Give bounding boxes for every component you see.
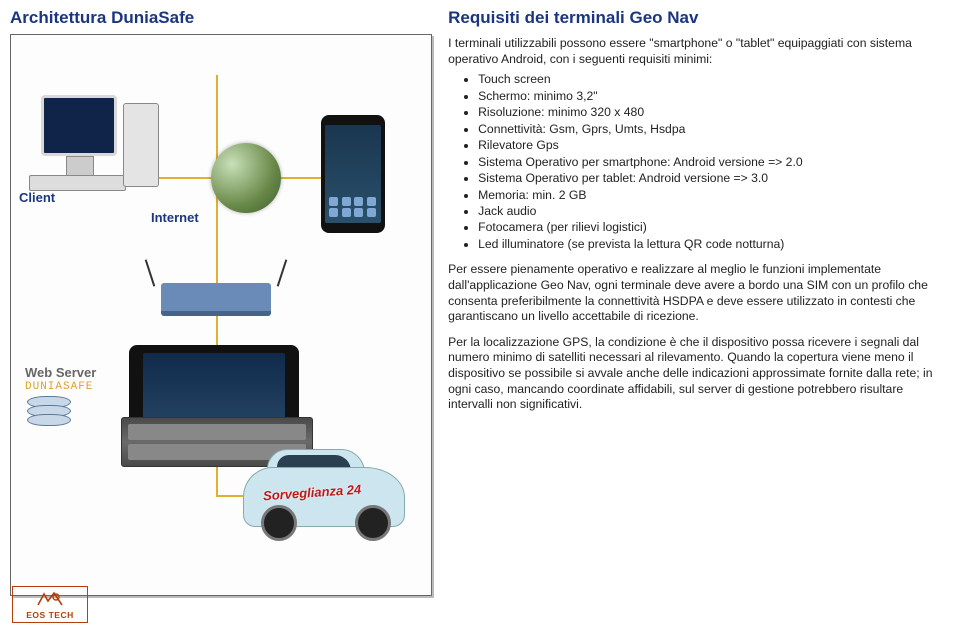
webserver-label: Web Server	[25, 365, 96, 380]
list-item: Fotocamera (per rilievi logistici)	[478, 219, 946, 235]
requirements-paragraph: Per la localizzazione GPS, la condizione…	[448, 335, 946, 413]
list-item: Connettività: Gsm, Gprs, Umts, Hsdpa	[478, 121, 946, 137]
client-label: Client	[19, 190, 55, 205]
list-item: Sistema Operativo per tablet: Android ve…	[478, 170, 946, 186]
requirements-list: Touch screen Schermo: minimo 3,2" Risolu…	[448, 71, 946, 252]
list-item: Jack audio	[478, 203, 946, 219]
disk-stack-icon	[27, 399, 69, 433]
client-tower-icon	[123, 103, 159, 187]
logo-text: EOS TECH	[21, 610, 79, 620]
internet-globe-icon	[211, 143, 281, 213]
internet-label: Internet	[151, 210, 199, 225]
router-icon	[161, 283, 271, 316]
architecture-title: Architettura DuniaSafe	[10, 8, 448, 28]
client-monitor-icon	[41, 95, 117, 156]
list-item: Schermo: minimo 3,2"	[478, 88, 946, 104]
list-item: Memoria: min. 2 GB	[478, 187, 946, 203]
logo-icon	[34, 591, 66, 609]
client-keyboard-icon	[29, 175, 126, 191]
requirements-paragraph: Per essere pienamente operativo e realiz…	[448, 262, 946, 324]
eos-tech-logo: EOS TECH	[12, 586, 88, 623]
smartphone-icon	[321, 115, 385, 233]
requirements-intro: I terminali utilizzabili possono essere …	[448, 36, 946, 67]
requirements-title: Requisiti dei terminali Geo Nav	[448, 8, 946, 28]
duniasafe-label: DUNIASAFE	[25, 381, 93, 393]
list-item: Risoluzione: minimo 320 x 480	[478, 104, 946, 120]
list-item: Sistema Operativo per smartphone: Androi…	[478, 154, 946, 170]
list-item: Touch screen	[478, 71, 946, 87]
list-item: Rilevatore Gps	[478, 137, 946, 153]
architecture-diagram: Client Internet Web Server DUNIASAFE Sor…	[10, 34, 432, 596]
list-item: Led illuminatore (se prevista la lettura…	[478, 236, 946, 252]
